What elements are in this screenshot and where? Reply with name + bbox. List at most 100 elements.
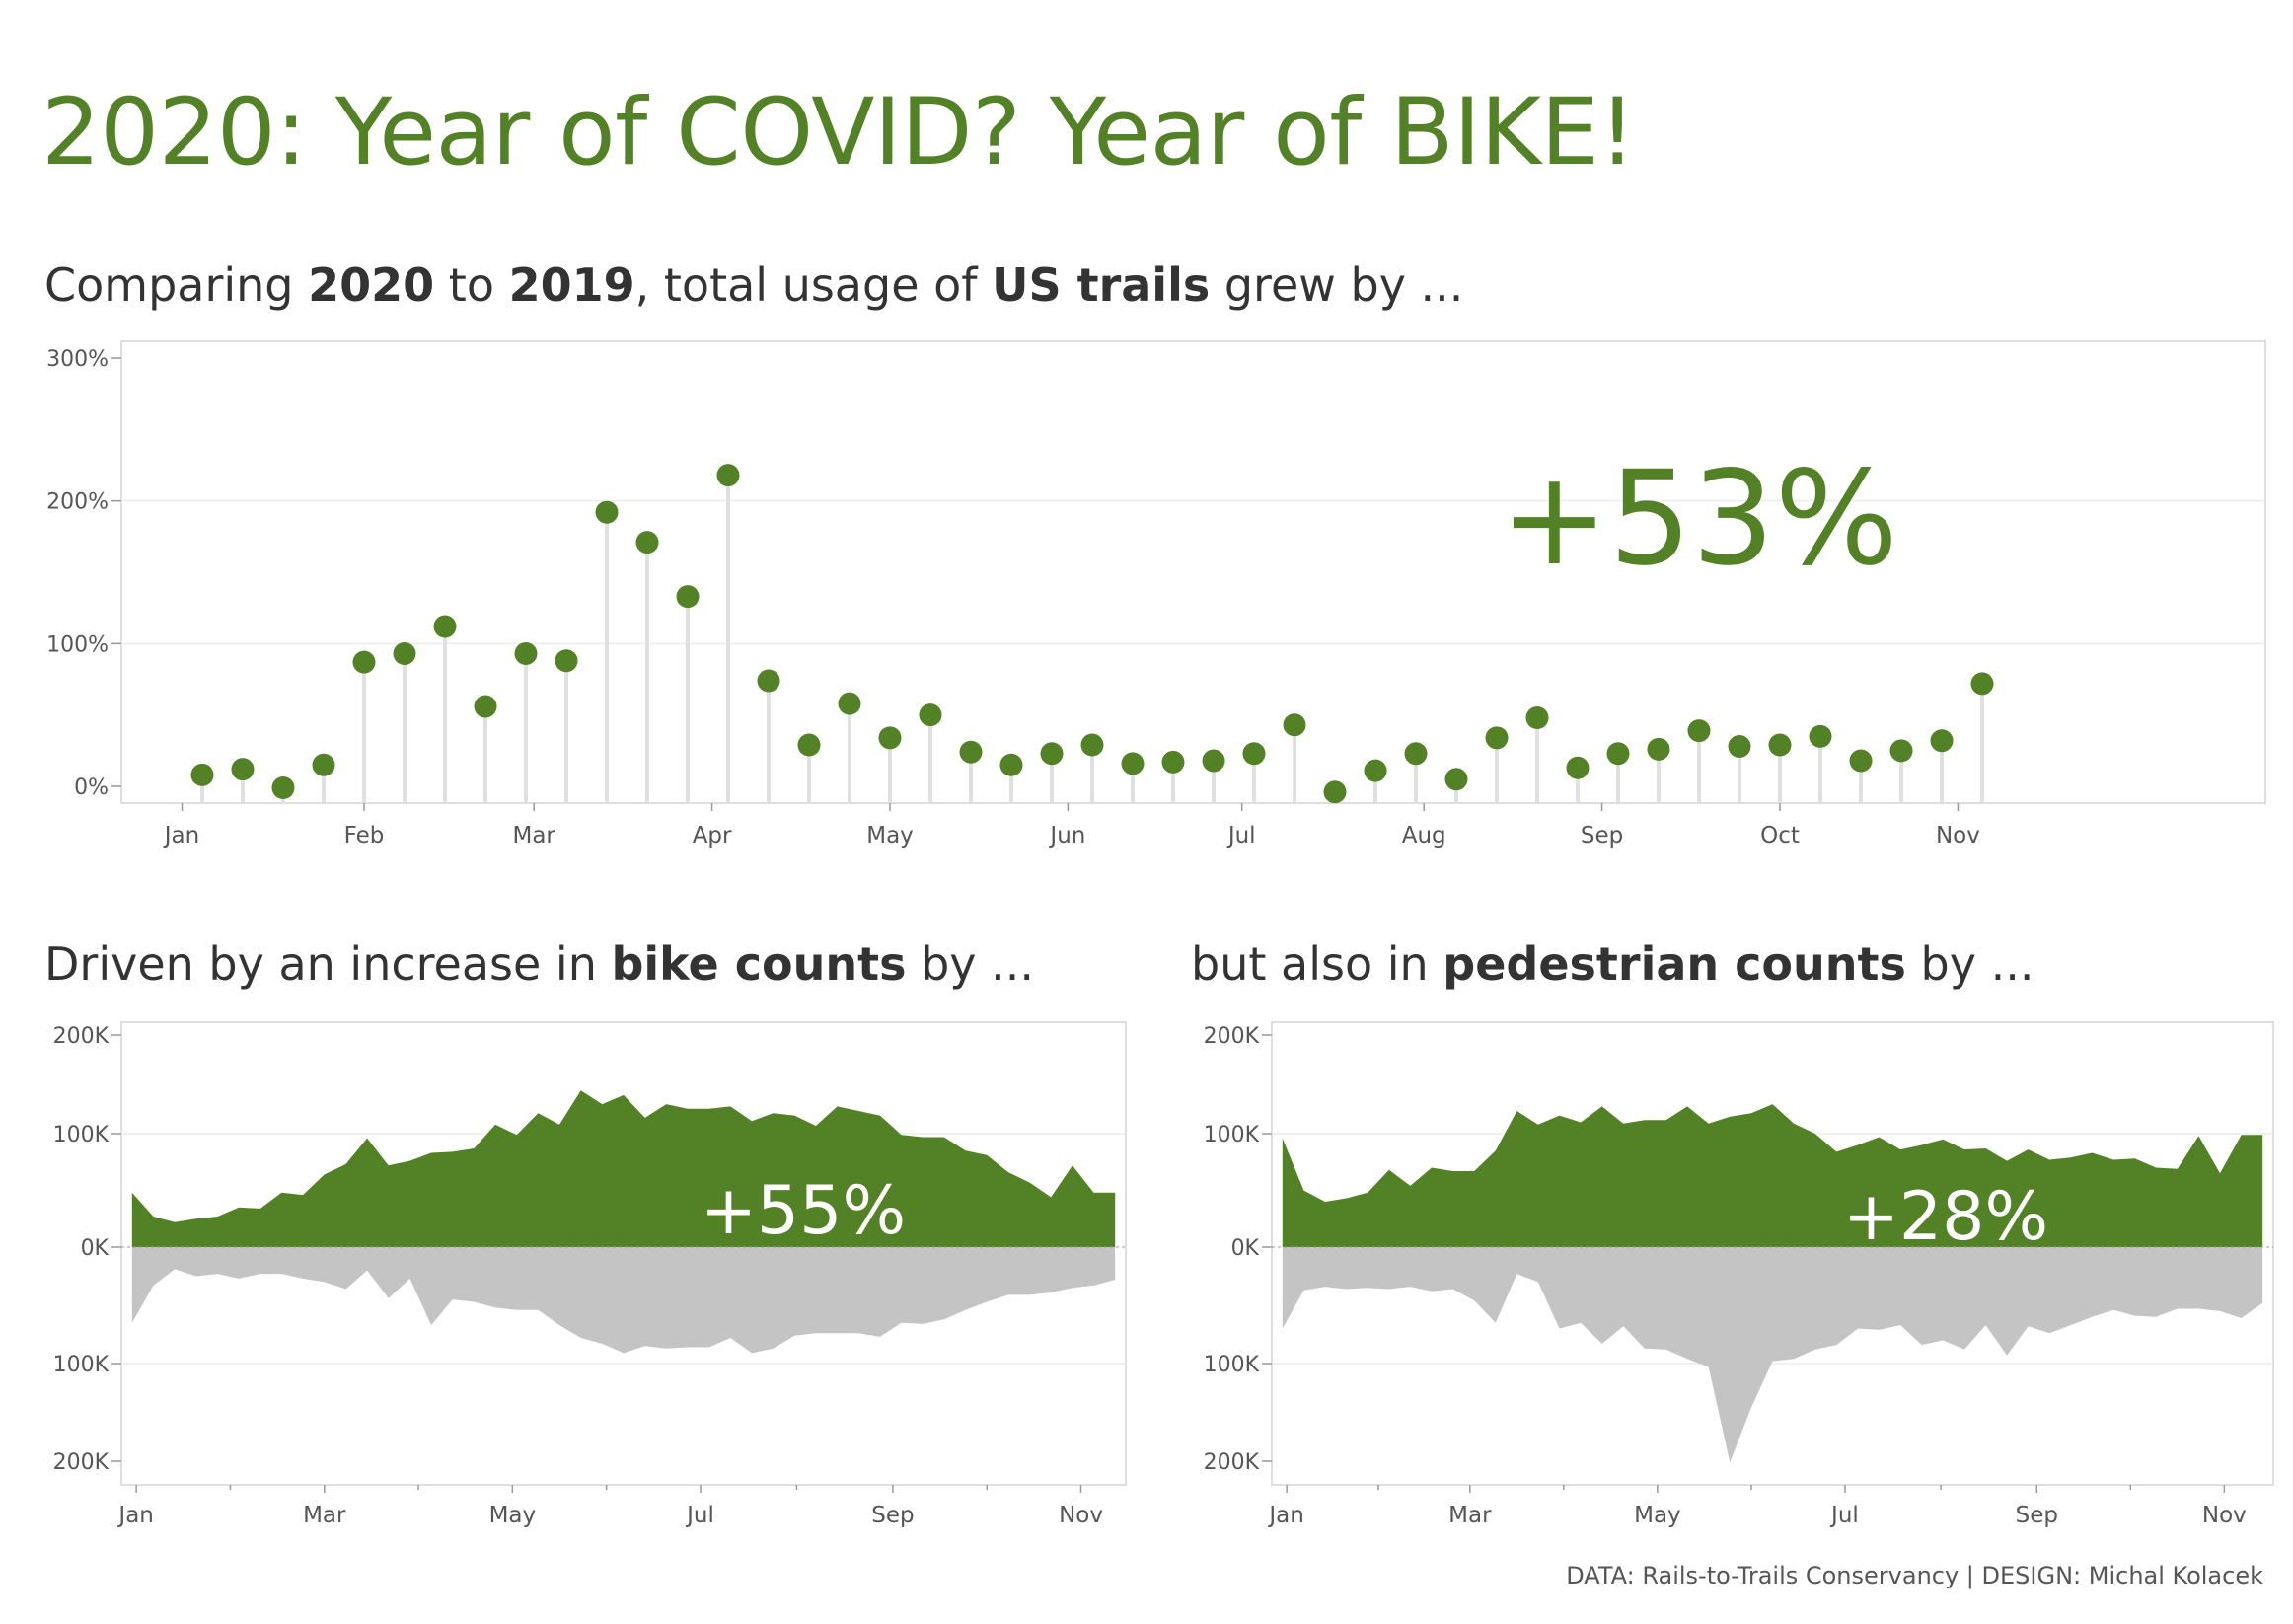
subtitle-pedestrian-counts: pedestrian counts [1442, 937, 1906, 991]
y-tick-label: 100% [46, 632, 109, 657]
x-tick-label: Oct [1760, 823, 1800, 849]
lollipop-point [1970, 672, 1994, 696]
series-2019-area [1282, 1247, 2263, 1463]
lollipop-point [1606, 742, 1630, 766]
x-tick-label: Nov [1936, 823, 1980, 849]
lollipop-point [1404, 742, 1428, 766]
subtitle-text: Driven by an increase in [44, 937, 612, 991]
lollipop-point [312, 753, 335, 776]
lollipop-point [555, 649, 578, 673]
pedestrian-counts-chart: 200K 100K 0K 100K 200K Jan Mar May Jul Sep Nov +28% [1204, 1021, 2274, 1528]
subtitle-year-2020: 2020 [308, 258, 435, 312]
x-tick-label: Jun [1048, 823, 1085, 849]
subtitle-text: but also in [1191, 937, 1443, 991]
subtitle-text: grew by ... [1210, 258, 1464, 312]
lollipop-point [190, 763, 214, 786]
plot-frame [1271, 1021, 2274, 1486]
x-tick-label: Aug [1402, 823, 1446, 849]
y-tick-label: 300% [46, 347, 109, 372]
page-title: 2020: Year of COVID? Year of BIKE! [41, 79, 1636, 186]
lollipop-point [514, 641, 538, 665]
lollipop-point [1323, 780, 1347, 804]
main-chart-subtitle: Comparing 2020 to 2019, total usage of U… [44, 258, 1463, 312]
y-tick-label: 100K [1204, 1123, 1260, 1147]
lollipop-point [1809, 724, 1832, 748]
lollipop-point [959, 740, 983, 764]
subtitle-year-2019: 2019 [508, 258, 635, 312]
lollipop-point [635, 531, 659, 554]
lollipop-point [1202, 749, 1225, 773]
y-tick-label: 200K [1204, 1450, 1260, 1475]
total-growth-label: +53% [1500, 443, 1898, 595]
x-tick-label: Sep [1581, 823, 1623, 849]
lollipop-point [676, 585, 700, 609]
lollipop-point [716, 464, 740, 487]
subtitle-us-trails: US trails [992, 258, 1211, 312]
lollipop-point [757, 669, 780, 693]
bike-counts-chart: 200K 100K 0K 100K 200K Jan Mar May Jul Sep Nov +55% [53, 1021, 1127, 1528]
lollipop-point [474, 695, 497, 718]
lollipop-point [838, 692, 861, 715]
lollipop-point [1040, 742, 1064, 766]
subtitle-text: by ... [1905, 937, 2034, 991]
lollipop-point [393, 641, 416, 665]
lollipop-point [919, 703, 942, 727]
x-tick-label: Nov [1059, 1503, 1103, 1528]
subtitle-text: by ... [906, 937, 1035, 991]
lollipop-chart: 0% 100% 200% 300% Jan Feb Mar Apr May Jun Jul Aug Se… [46, 340, 2266, 849]
lollipop-point [1161, 750, 1185, 774]
lollipop-point [1768, 733, 1792, 757]
x-tick-label: Jan [1267, 1503, 1303, 1528]
lollipop-point [1242, 742, 1266, 766]
lollipop-point [1647, 737, 1670, 761]
x-tick-label: May [866, 823, 914, 849]
subtitle-bike-counts: bike counts [611, 937, 907, 991]
y-tick-label: 100K [1204, 1353, 1260, 1377]
lollipop-point [352, 650, 376, 674]
lollipop-point [999, 753, 1023, 776]
bike-chart-subtitle: Driven by an increase in bike counts by … [44, 937, 1034, 991]
x-tick-label: Mar [303, 1503, 346, 1528]
lollipop-point [1485, 726, 1509, 750]
lollipop-point [231, 758, 255, 781]
plot-frame [120, 1021, 1127, 1486]
y-tick-label: 0% [74, 775, 109, 800]
lollipop-point [1930, 729, 1954, 753]
x-tick-label: Mar [512, 823, 555, 849]
lollipop-point [1566, 756, 1590, 779]
x-tick-label: Jul [1829, 1503, 1859, 1528]
growth-label: +55% [701, 1172, 906, 1250]
lollipop-point [1121, 752, 1145, 775]
lollipop-point [1080, 733, 1104, 757]
series-2019-area [131, 1247, 1116, 1354]
lollipop-point [878, 726, 902, 750]
x-tick-label: Mar [1448, 1503, 1492, 1528]
x-tick-label: May [1634, 1503, 1681, 1528]
subtitle-text: to [434, 258, 509, 312]
y-tick-label: 200K [53, 1024, 110, 1049]
lollipop-point [271, 775, 295, 799]
subtitle-text: , total usage of [634, 258, 993, 312]
lollipop-point [1849, 749, 1873, 773]
lollipop-point [1687, 719, 1711, 743]
x-tick-label: Sep [2016, 1503, 2058, 1528]
plot-frame [120, 340, 2266, 804]
x-tick-label: Nov [2202, 1503, 2247, 1528]
y-tick-label: 200K [53, 1450, 110, 1475]
y-tick-label: 100K [53, 1123, 110, 1147]
series-2020-area [131, 1090, 1116, 1247]
x-tick-label: May [489, 1503, 537, 1528]
x-tick-label: Jan [116, 1503, 153, 1528]
lollipop-point [1525, 706, 1549, 730]
lollipop-point [595, 500, 619, 524]
y-tick-label: 200K [1204, 1024, 1260, 1049]
lollipop-point [1444, 768, 1468, 791]
x-tick-label: Sep [871, 1503, 914, 1528]
y-tick-label: 0K [81, 1236, 110, 1261]
lollipop-point [433, 615, 457, 638]
lollipop-point [1728, 734, 1751, 758]
y-tick-label: 200% [46, 490, 109, 515]
x-tick-label: Apr [693, 823, 732, 849]
lollipop-point [1364, 759, 1387, 782]
